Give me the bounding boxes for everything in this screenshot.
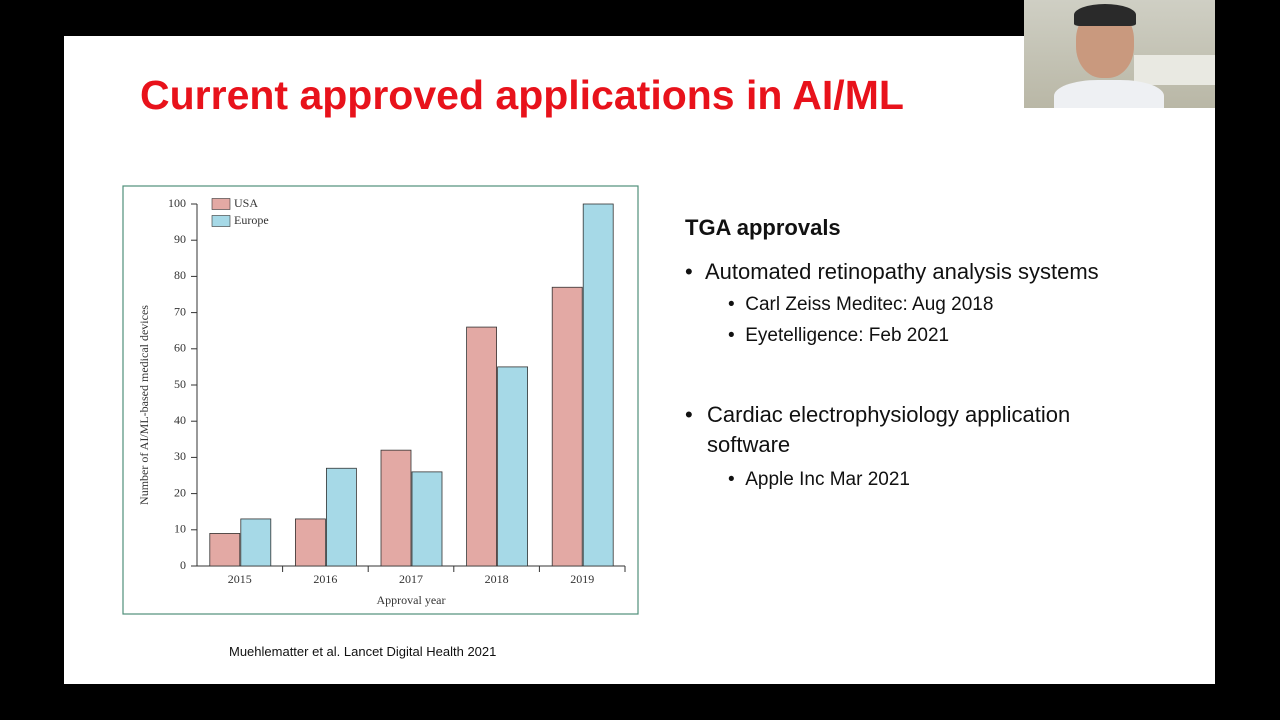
bullet-text: Carl Zeiss Meditec: Aug 2018 xyxy=(745,294,994,315)
citation: Muehlematter et al. Lancet Digital Healt… xyxy=(229,644,497,659)
slide-title: Current approved applications in AI/ML xyxy=(140,72,904,118)
section-heading: TGA approvals xyxy=(685,215,841,240)
bullet: • Cardiac electrophysiology application s… xyxy=(685,400,1155,460)
webcam-view xyxy=(1024,0,1215,108)
whiteboard xyxy=(1134,55,1215,85)
sub-bullet: • Carl Zeiss Meditec: Aug 2018 xyxy=(728,294,994,315)
bullet: • Automated retinopathy analysis systems xyxy=(685,259,1099,284)
sub-bullet: • Apple Inc Mar 2021 xyxy=(728,469,910,490)
person-shirt xyxy=(1054,80,1164,108)
slide xyxy=(64,36,1215,684)
bullet-text: Cardiac electrophysiology application so… xyxy=(707,402,1071,457)
bullet-text: Apple Inc Mar 2021 xyxy=(745,469,910,490)
person-hair xyxy=(1074,4,1136,26)
bullet-text: Eyetelligence: Feb 2021 xyxy=(745,325,950,346)
bullet-text: Automated retinopathy analysis systems xyxy=(704,259,1099,284)
sub-bullet: • Eyetelligence: Feb 2021 xyxy=(728,325,950,346)
